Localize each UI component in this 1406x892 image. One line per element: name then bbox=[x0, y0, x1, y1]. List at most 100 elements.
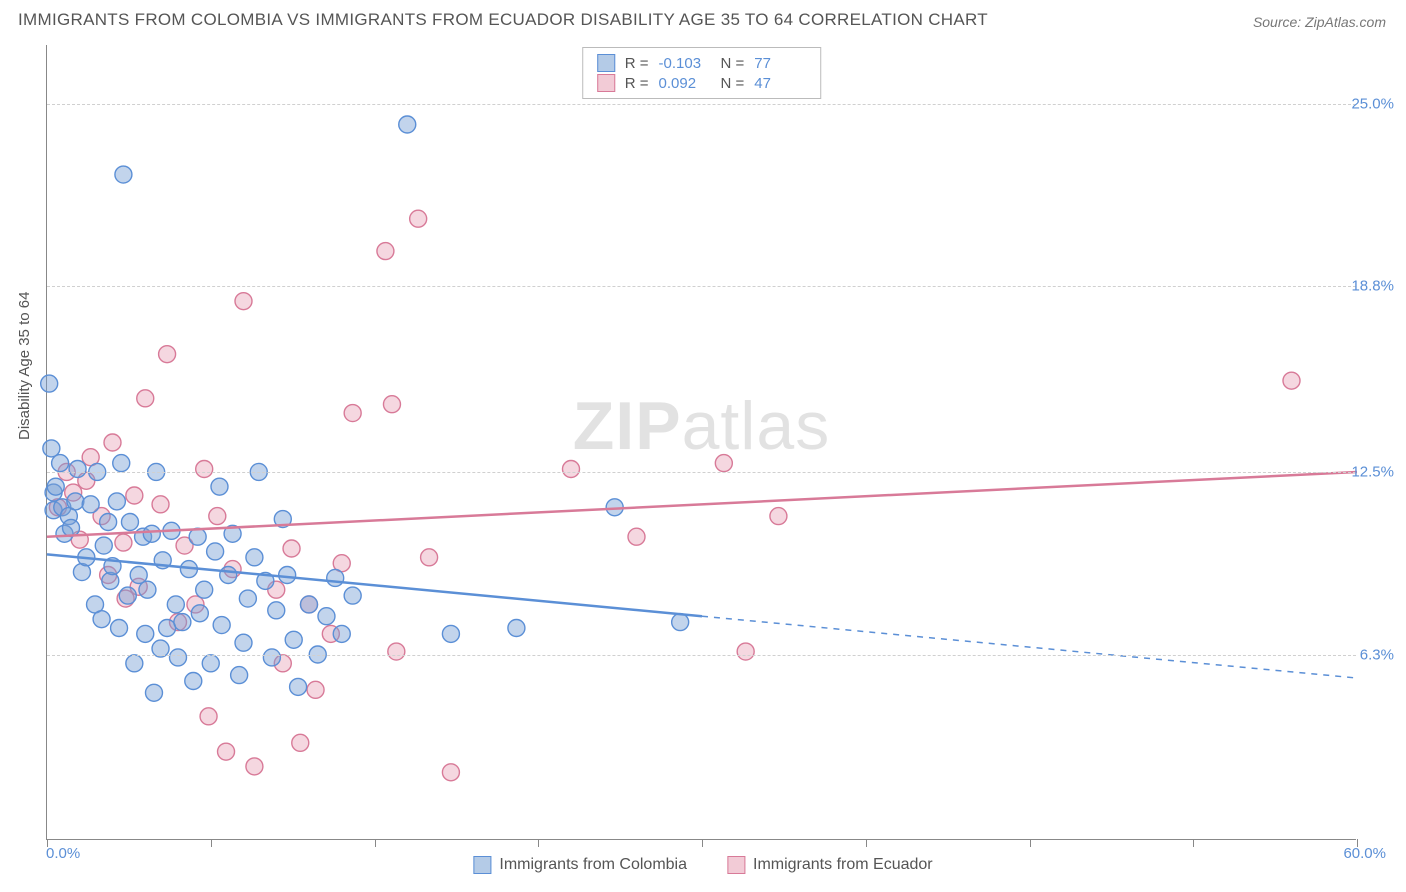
r-label: R = bbox=[625, 75, 649, 92]
colombia-point bbox=[333, 625, 350, 642]
legend-series: Immigrants from Colombia Immigrants from… bbox=[473, 856, 932, 874]
colombia-point bbox=[196, 581, 213, 598]
ecuador-point bbox=[104, 434, 121, 451]
r-value-colombia: -0.103 bbox=[659, 55, 711, 72]
ecuador-point bbox=[200, 708, 217, 725]
colombia-point bbox=[143, 525, 160, 542]
colombia-point bbox=[170, 649, 187, 666]
y-tick-label: 6.3% bbox=[1360, 646, 1394, 663]
colombia-point bbox=[167, 596, 184, 613]
legend-correlation: R = -0.103 N = 77 R = 0.092 N = 47 bbox=[582, 47, 822, 99]
colombia-point bbox=[69, 461, 86, 478]
legend-row-ecuador: R = 0.092 N = 47 bbox=[597, 74, 807, 92]
ecuador-point bbox=[115, 534, 132, 551]
n-value-colombia: 77 bbox=[754, 55, 806, 72]
colombia-point bbox=[239, 590, 256, 607]
ecuador-point bbox=[137, 390, 154, 407]
x-tick bbox=[211, 839, 212, 847]
legend-label-ecuador: Immigrants from Ecuador bbox=[753, 856, 933, 874]
y-tick-label: 12.5% bbox=[1351, 463, 1394, 480]
colombia-point bbox=[211, 478, 228, 495]
swatch-ecuador-icon bbox=[597, 74, 615, 92]
n-value-ecuador: 47 bbox=[754, 75, 806, 92]
x-tick bbox=[375, 839, 376, 847]
colombia-point bbox=[301, 596, 318, 613]
colombia-point bbox=[285, 631, 302, 648]
x-tick bbox=[1193, 839, 1194, 847]
colombia-point bbox=[121, 514, 138, 531]
colombia-point bbox=[100, 514, 117, 531]
source-citation: Source: ZipAtlas.com bbox=[1253, 14, 1386, 30]
colombia-point bbox=[268, 602, 285, 619]
trend-line-colombia-dashed bbox=[702, 616, 1357, 678]
ecuador-point bbox=[628, 528, 645, 545]
colombia-point bbox=[41, 375, 58, 392]
n-label: N = bbox=[721, 55, 745, 72]
x-tick-min: 0.0% bbox=[46, 845, 80, 862]
swatch-colombia-icon bbox=[597, 54, 615, 72]
ecuador-point bbox=[126, 487, 143, 504]
ecuador-point bbox=[196, 461, 213, 478]
colombia-point bbox=[52, 455, 69, 472]
colombia-point bbox=[63, 519, 80, 536]
colombia-point bbox=[139, 581, 156, 598]
n-label: N = bbox=[721, 75, 745, 92]
ecuador-point bbox=[283, 540, 300, 557]
colombia-point bbox=[43, 440, 60, 457]
colombia-point bbox=[137, 625, 154, 642]
y-axis-label: Disability Age 35 to 64 bbox=[16, 292, 33, 440]
legend-item-ecuador: Immigrants from Ecuador bbox=[727, 856, 933, 874]
colombia-point bbox=[130, 567, 147, 584]
legend-row-colombia: R = -0.103 N = 77 bbox=[597, 54, 807, 72]
ecuador-point bbox=[421, 549, 438, 566]
swatch-ecuador-icon bbox=[727, 856, 745, 874]
colombia-point bbox=[327, 569, 344, 586]
colombia-point bbox=[202, 655, 219, 672]
ecuador-point bbox=[410, 210, 427, 227]
ecuador-point bbox=[442, 764, 459, 781]
ecuador-point bbox=[388, 643, 405, 660]
colombia-point bbox=[213, 617, 230, 634]
ecuador-point bbox=[152, 496, 169, 513]
gridline bbox=[47, 655, 1356, 656]
gridline bbox=[47, 104, 1356, 105]
colombia-point bbox=[508, 620, 525, 637]
trend-line-ecuador bbox=[47, 472, 1357, 537]
chart-svg bbox=[47, 45, 1356, 839]
legend-label-colombia: Immigrants from Colombia bbox=[499, 856, 687, 874]
colombia-point bbox=[119, 587, 136, 604]
colombia-point bbox=[126, 655, 143, 672]
colombia-point bbox=[399, 116, 416, 133]
gridline bbox=[47, 472, 1356, 473]
legend-item-colombia: Immigrants from Colombia bbox=[473, 856, 687, 874]
r-value-ecuador: 0.092 bbox=[659, 75, 711, 92]
ecuador-point bbox=[235, 293, 252, 310]
colombia-point bbox=[111, 620, 128, 637]
colombia-point bbox=[231, 667, 248, 684]
swatch-colombia-icon bbox=[473, 856, 491, 874]
colombia-point bbox=[108, 493, 125, 510]
colombia-point bbox=[174, 614, 191, 631]
ecuador-point bbox=[563, 461, 580, 478]
ecuador-point bbox=[383, 396, 400, 413]
colombia-point bbox=[159, 620, 176, 637]
ecuador-point bbox=[307, 681, 324, 698]
y-tick-label: 25.0% bbox=[1351, 95, 1394, 112]
y-tick-label: 18.8% bbox=[1351, 278, 1394, 295]
gridline bbox=[47, 286, 1356, 287]
ecuador-point bbox=[246, 758, 263, 775]
colombia-point bbox=[93, 611, 110, 628]
ecuador-point bbox=[715, 455, 732, 472]
ecuador-point bbox=[770, 508, 787, 525]
r-label: R = bbox=[625, 55, 649, 72]
ecuador-point bbox=[209, 508, 226, 525]
colombia-point bbox=[95, 537, 112, 554]
ecuador-point bbox=[292, 734, 309, 751]
colombia-point bbox=[67, 493, 84, 510]
colombia-point bbox=[246, 549, 263, 566]
colombia-point bbox=[318, 608, 335, 625]
ecuador-point bbox=[377, 243, 394, 260]
x-tick bbox=[702, 839, 703, 847]
colombia-point bbox=[220, 567, 237, 584]
colombia-point bbox=[115, 166, 132, 183]
